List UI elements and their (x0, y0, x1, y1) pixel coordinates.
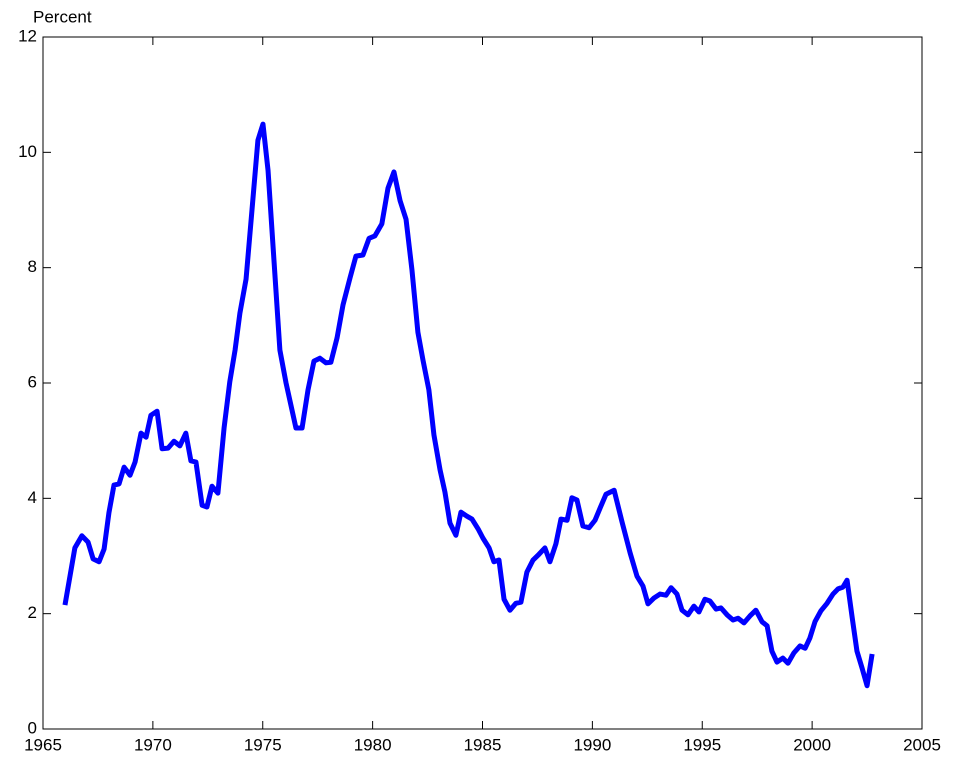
y-tick-label: 6 (28, 372, 37, 391)
y-tick-label: 8 (28, 257, 37, 276)
x-tick-label: 1970 (134, 735, 172, 754)
plot-frame (42, 36, 923, 730)
x-tick-label: 1990 (573, 735, 611, 754)
x-tick-label: 2005 (903, 735, 941, 754)
y-tick-label: 12 (18, 26, 37, 45)
x-tick-label: 1995 (683, 735, 721, 754)
x-tick-label: 1985 (464, 735, 502, 754)
x-tick-label: 2000 (793, 735, 831, 754)
y-tick-label: 4 (28, 488, 37, 507)
y-axis-label: Percent (33, 7, 92, 26)
y-tick-label: 10 (18, 142, 37, 161)
data-line (62, 121, 875, 689)
x-tick-label: 1975 (244, 735, 282, 754)
x-tick-label: 1965 (24, 735, 62, 754)
x-tick-label: 1980 (354, 735, 392, 754)
y-tick-label: 0 (28, 718, 37, 737)
y-tick-label: 2 (28, 603, 37, 622)
